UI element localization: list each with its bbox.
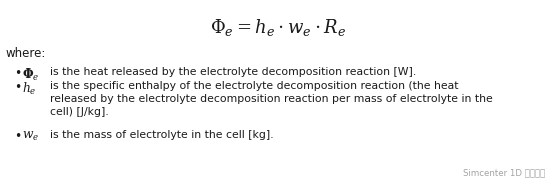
Text: where:: where: [6,47,46,60]
Text: is the mass of electrolyte in the cell [kg].: is the mass of electrolyte in the cell [… [50,130,273,140]
Text: •: • [14,67,21,80]
Text: is the heat released by the electrolyte decomposition reaction [W].: is the heat released by the electrolyte … [50,67,416,77]
Text: $\mathit{w}_e$: $\mathit{w}_e$ [22,130,39,143]
Text: •: • [14,130,21,143]
Text: $\Phi_e = h_e \cdot w_e \cdot R_e$: $\Phi_e = h_e \cdot w_e \cdot R_e$ [211,17,346,38]
Text: Simcenter 1D 系统仿真: Simcenter 1D 系统仿真 [463,168,545,177]
Text: $\mathit{h}_e$: $\mathit{h}_e$ [22,81,37,97]
Text: •: • [14,81,21,94]
Text: is the specific enthalpy of the electrolyte decomposition reaction (the heat
rel: is the specific enthalpy of the electrol… [50,81,493,117]
Text: $\mathbf{\Phi}_e$: $\mathbf{\Phi}_e$ [22,67,40,83]
